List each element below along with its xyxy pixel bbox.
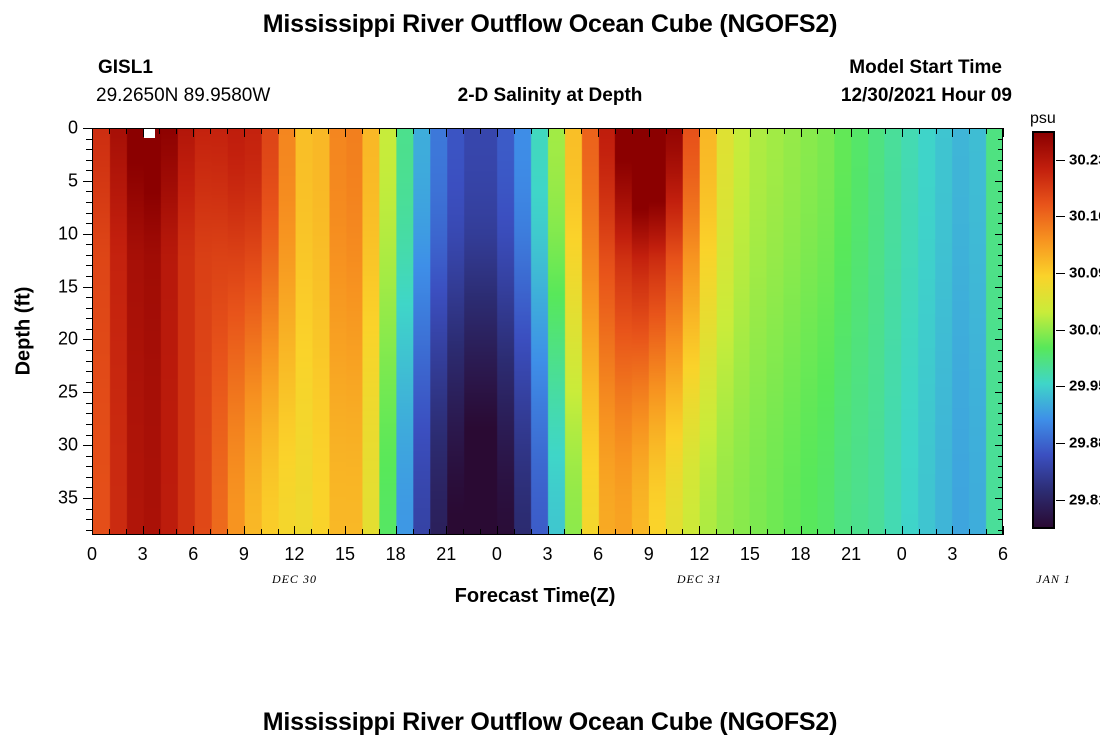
- y-tick: [83, 392, 92, 394]
- colorbar-tick-label: 30.2343: [1069, 151, 1100, 169]
- x-tick-label: 18: [790, 544, 811, 564]
- colorbar-tick-label: 29.9537: [1069, 377, 1100, 395]
- x-tick-label: 9: [643, 544, 654, 564]
- colorbar-tick-label: 29.8125: [1069, 491, 1100, 509]
- y-tick: [83, 233, 92, 235]
- x-tick-label: 21: [841, 544, 862, 564]
- y-tick: [83, 498, 92, 499]
- colorbar-tick: [1056, 159, 1065, 161]
- y-tick: [83, 445, 92, 447]
- station-id: GISL1: [98, 57, 153, 78]
- heatmap-field: [93, 129, 1002, 534]
- x-tick-label: 15: [739, 544, 760, 564]
- x-tick-label: 18: [385, 544, 406, 564]
- y-tick: [83, 339, 92, 341]
- colorbar-tick: [1056, 386, 1065, 388]
- y-tick-label: 35: [57, 487, 78, 508]
- salinity-heatmap-plot: [92, 128, 1003, 535]
- x-tick-label: 21: [436, 544, 457, 564]
- x-tick-label: 0: [86, 544, 98, 564]
- colorbar: [1032, 131, 1055, 529]
- x-tick-label: 6: [593, 544, 604, 564]
- x-tick-label: 6: [997, 544, 1009, 564]
- colorbar-tick: [1056, 273, 1065, 275]
- x-tick-label: 9: [238, 544, 249, 564]
- colorbar-unit-label: psu: [1030, 110, 1056, 127]
- model-start-time-value: 12/30/2021 Hour 09: [840, 85, 1012, 106]
- x-tick-label: 15: [335, 544, 356, 564]
- y-tick-label: 10: [57, 223, 78, 244]
- y-tick: [83, 286, 92, 288]
- x-tick-label: 6: [188, 544, 199, 564]
- x-tick-label: 12: [284, 544, 305, 564]
- colorbar-tick-label: 29.8828: [1069, 434, 1100, 452]
- colorbar-tick-label: 30.0937: [1069, 264, 1100, 282]
- page-title: Mississippi River Outflow Ocean Cube (NG…: [262, 10, 838, 38]
- x-tick: [1003, 128, 1004, 137]
- chart-subtitle: 2-D Salinity at Depth: [457, 85, 643, 106]
- colorbar-tick: [1056, 216, 1065, 218]
- y-tick: [83, 128, 92, 129]
- x-tick-label: 3: [137, 544, 148, 564]
- x-tick-label: 0: [896, 544, 907, 564]
- x-axis-title: Forecast Time(Z): [454, 585, 616, 607]
- secondary-chart-title: Mississippi River Outflow Ocean Cube (NG…: [262, 708, 838, 736]
- model-start-time-label: Model Start Time: [849, 57, 1002, 78]
- colorbar-tick-label: 30.0234: [1069, 321, 1100, 339]
- colorbar-tick-label: 30.1646: [1069, 207, 1100, 225]
- colorbar-gradient: [1034, 133, 1053, 527]
- colorbar-ticks: 30.2343 30.1646 30.0937 30.0234 29.9537 29.88…: [1032, 131, 1100, 529]
- colorbar-tick: [1056, 329, 1065, 331]
- sample-point-marker: [144, 129, 155, 138]
- colorbar-tick: [1056, 443, 1065, 445]
- x-tick-label: 3: [947, 544, 958, 564]
- x-tick-label: 0: [491, 544, 502, 564]
- x-tick-label: 3: [542, 544, 553, 564]
- station-coordinates: 29.2650N 89.9580W: [96, 85, 271, 106]
- x-tick-label: 12: [689, 544, 710, 564]
- y-tick: [83, 180, 92, 182]
- colorbar-tick: [1056, 500, 1065, 502]
- x-tick-bottom: [1003, 526, 1004, 535]
- y-tick-label: 5: [67, 170, 78, 191]
- y-tick-label: 30: [57, 434, 78, 455]
- y-tick-label: 0: [67, 117, 78, 138]
- y-tick-label: 25: [57, 381, 78, 402]
- y-axis-title: Depth (ft): [12, 286, 35, 376]
